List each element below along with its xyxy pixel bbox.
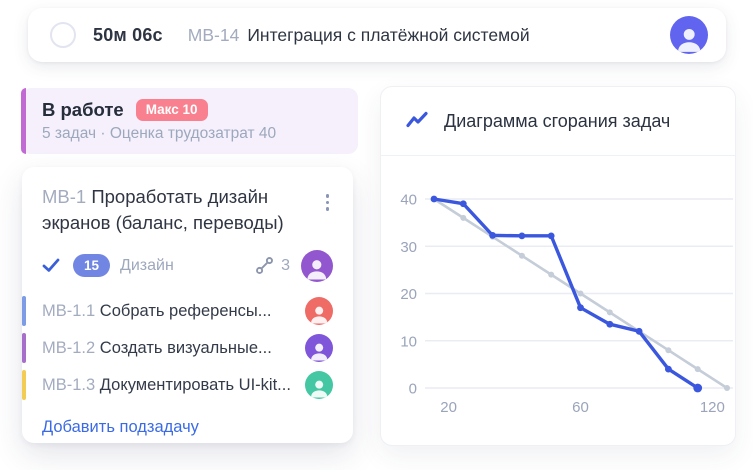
task-card[interactable]: МВ-1 Проработать дизайн экранов (баланс,… bbox=[22, 167, 353, 443]
person-icon bbox=[307, 260, 327, 280]
task-meta-row: 15 Дизайн 3 bbox=[42, 249, 333, 282]
subtask-row[interactable]: МВ-1.2 Создать визуальные... bbox=[22, 330, 333, 367]
checkmark-icon bbox=[42, 258, 60, 273]
burndown-chart-card: Диаграмма сгорания задач 0 10 20 30 40 20 60 12… bbox=[380, 86, 736, 446]
person-icon bbox=[310, 306, 328, 324]
svg-text:10: 10 bbox=[400, 333, 417, 350]
subtask-assignee-avatar bbox=[305, 334, 333, 363]
timer-bar: 50м 06с МВ-14 Интеграция с платёжной сис… bbox=[28, 8, 726, 62]
chart-header: Диаграмма сгорания задач bbox=[381, 87, 735, 156]
timer-value: 50м 06с bbox=[93, 24, 163, 45]
task-title: МВ-1 Проработать дизайн экранов (баланс,… bbox=[42, 184, 308, 237]
svg-text:120: 120 bbox=[700, 399, 725, 416]
subtask-list: МВ-1.1 Собрать референсы... МВ-1.2 Созда… bbox=[22, 293, 333, 404]
subtask-title: МВ-1.1 Собрать референсы... bbox=[42, 301, 272, 320]
subtask-title: МВ-1.2 Создать визуальные... bbox=[42, 338, 272, 357]
subtask-color-stripe bbox=[22, 370, 26, 401]
task-title-text: Проработать дизайн экранов (баланс, пере… bbox=[42, 186, 284, 234]
task-tag: Дизайн bbox=[120, 256, 174, 274]
timer-button[interactable] bbox=[50, 22, 76, 48]
subtask-row[interactable]: МВ-1.3 Документировать UI-kit... bbox=[22, 367, 333, 404]
column-color-stripe bbox=[21, 88, 26, 154]
svg-text:20: 20 bbox=[400, 286, 417, 303]
wip-limit-badge: Макс 10 bbox=[135, 99, 208, 121]
svg-text:20: 20 bbox=[440, 399, 457, 416]
person-icon bbox=[310, 343, 328, 361]
svg-text:0: 0 bbox=[409, 381, 417, 398]
task-key: МВ-1 bbox=[42, 186, 87, 207]
chart-title: Диаграмма сгорания задач bbox=[444, 110, 671, 131]
person-icon bbox=[310, 380, 328, 398]
column-summary: 5 задач · Оценка трудозатрат 40 bbox=[42, 125, 277, 142]
subtask-color-stripe bbox=[22, 296, 26, 327]
active-task-title: Интеграция с платёжной системой bbox=[247, 24, 530, 45]
subtask-row[interactable]: МВ-1.1 Собрать референсы... bbox=[22, 293, 333, 330]
column-title: В работе bbox=[42, 99, 124, 120]
kebab-menu-icon[interactable] bbox=[322, 190, 334, 215]
user-avatar[interactable] bbox=[670, 16, 708, 54]
svg-text:40: 40 bbox=[400, 192, 417, 209]
active-task-key: МВ-14 bbox=[187, 24, 240, 45]
svg-text:60: 60 bbox=[572, 399, 589, 416]
subtask-color-stripe bbox=[22, 333, 26, 364]
subtask-title: МВ-1.3 Документировать UI-kit... bbox=[42, 375, 291, 394]
subtask-assignee-avatar bbox=[305, 371, 333, 400]
svg-text:30: 30 bbox=[400, 239, 417, 256]
assignee-avatar bbox=[301, 249, 333, 282]
subtask-count: 3 bbox=[281, 256, 290, 274]
trend-line-icon bbox=[406, 111, 428, 128]
subtask-assignee-avatar bbox=[305, 297, 333, 326]
burndown-chart: 0 10 20 30 40 20 60 120 bbox=[400, 192, 733, 416]
person-icon bbox=[677, 28, 701, 52]
add-subtask-link[interactable]: Добавить подзадачу bbox=[42, 417, 199, 436]
kanban-column-header: В работе Макс 10 5 задач · Оценка трудоз… bbox=[21, 88, 358, 154]
story-points-badge: 15 bbox=[73, 254, 111, 278]
subtasks-icon bbox=[256, 257, 274, 274]
